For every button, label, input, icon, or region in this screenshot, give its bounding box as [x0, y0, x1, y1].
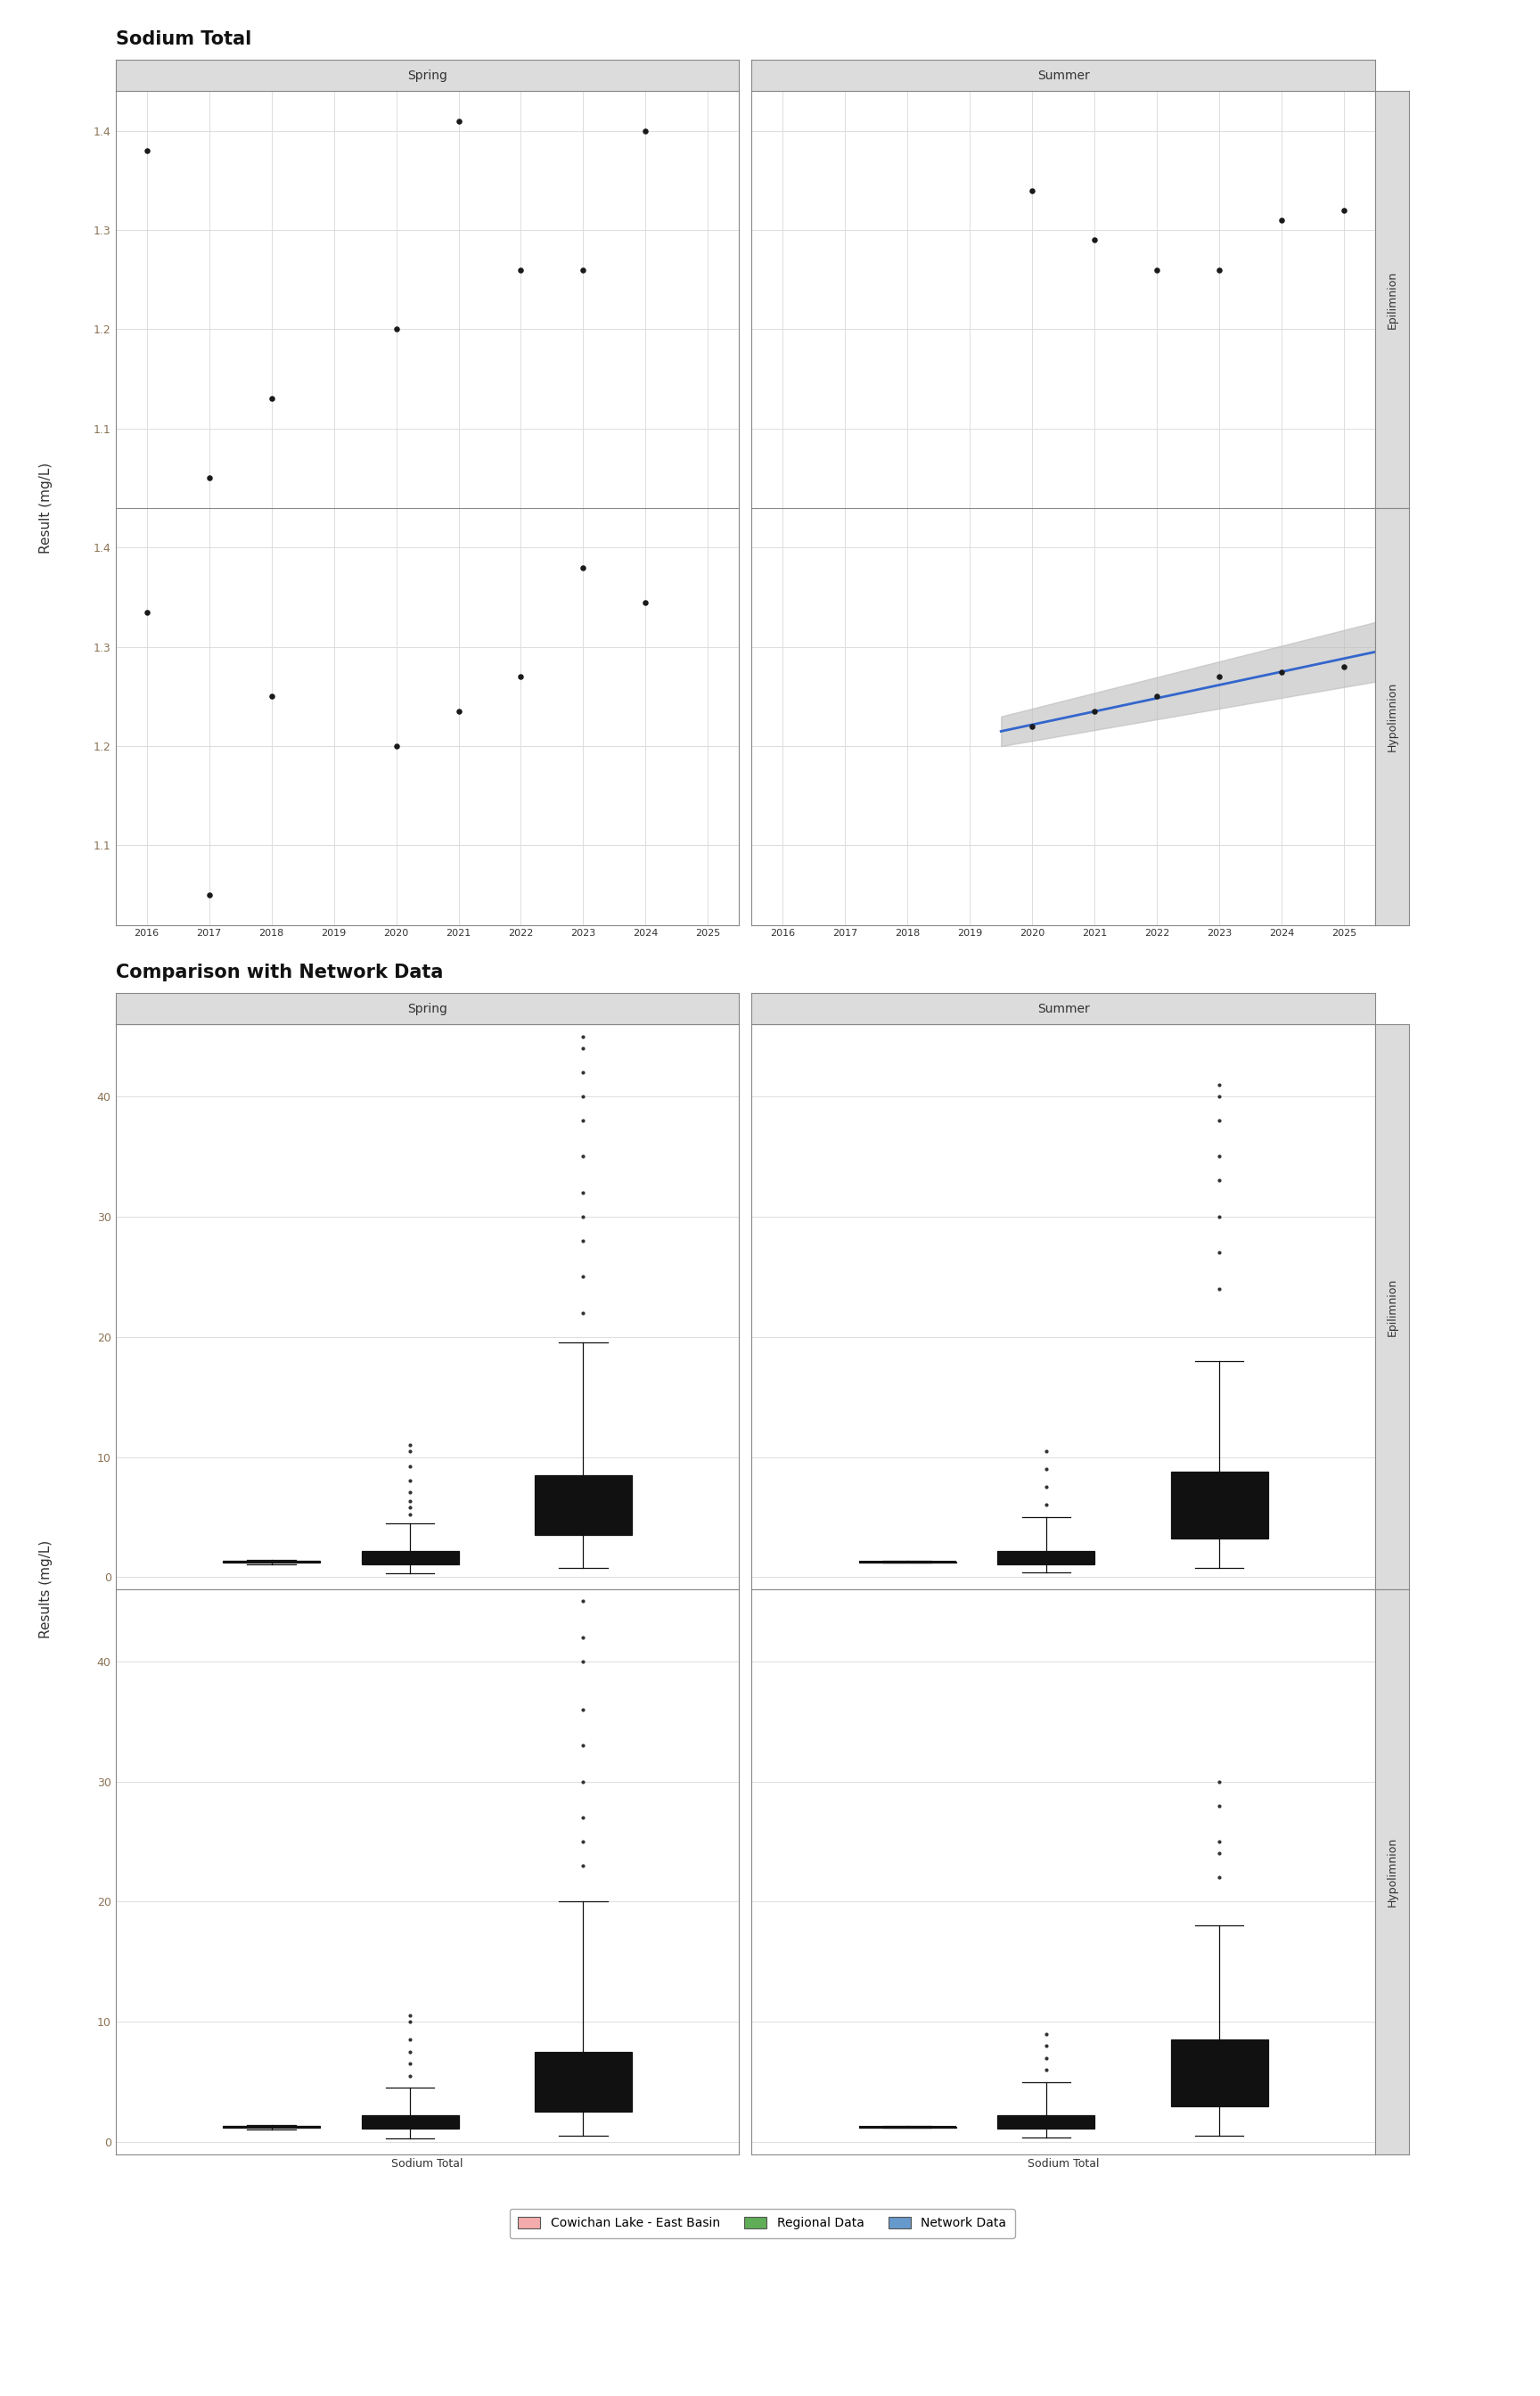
Point: [197, 877, 222, 915]
Point: [633, 582, 658, 621]
Point: [134, 592, 159, 630]
Legend: Cowichan Lake - East Basin, Regional Data, Network Data: Cowichan Lake - East Basin, Regional Dat…: [510, 2209, 1015, 2238]
Text: Summer: Summer: [1038, 69, 1089, 81]
Point: [508, 657, 533, 695]
Text: Spring: Spring: [408, 1002, 447, 1016]
Point: [1207, 657, 1232, 695]
Point: [1207, 252, 1232, 290]
Point: [571, 252, 596, 290]
Point: [1144, 252, 1169, 290]
Point: [571, 549, 596, 587]
Point: [259, 678, 283, 716]
Text: Hypolimnion: Hypolimnion: [1386, 680, 1398, 752]
PathPatch shape: [362, 1550, 459, 1565]
Point: [1019, 707, 1044, 745]
Point: [134, 132, 159, 170]
Text: Epilimnion: Epilimnion: [1386, 271, 1398, 328]
PathPatch shape: [998, 1550, 1095, 1565]
Point: [1332, 192, 1357, 230]
Text: Spring: Spring: [408, 69, 447, 81]
Point: [1083, 220, 1107, 259]
Point: [447, 692, 471, 731]
Text: Comparison with Network Data: Comparison with Network Data: [116, 963, 444, 982]
Text: Summer: Summer: [1038, 1002, 1089, 1016]
Point: [383, 726, 408, 764]
PathPatch shape: [998, 2116, 1095, 2128]
PathPatch shape: [1170, 2039, 1267, 2106]
Point: [1144, 678, 1169, 716]
PathPatch shape: [362, 2116, 459, 2128]
PathPatch shape: [1170, 1471, 1267, 1538]
Point: [1332, 647, 1357, 685]
Point: [633, 113, 658, 151]
Point: [1019, 170, 1044, 208]
Text: Sodium Total: Sodium Total: [116, 31, 251, 48]
PathPatch shape: [534, 2051, 631, 2111]
Point: [259, 379, 283, 417]
Point: [1083, 692, 1107, 731]
Point: [1269, 652, 1294, 690]
Point: [197, 460, 222, 498]
Text: Hypolimnion: Hypolimnion: [1386, 1838, 1398, 1907]
PathPatch shape: [534, 1476, 631, 1536]
Text: Results (mg/L): Results (mg/L): [40, 1541, 52, 1639]
Point: [1269, 201, 1294, 240]
Text: Epilimnion: Epilimnion: [1386, 1277, 1398, 1337]
Point: [383, 309, 408, 347]
Point: [508, 252, 533, 290]
Point: [447, 101, 471, 139]
Text: Result (mg/L): Result (mg/L): [40, 462, 52, 553]
